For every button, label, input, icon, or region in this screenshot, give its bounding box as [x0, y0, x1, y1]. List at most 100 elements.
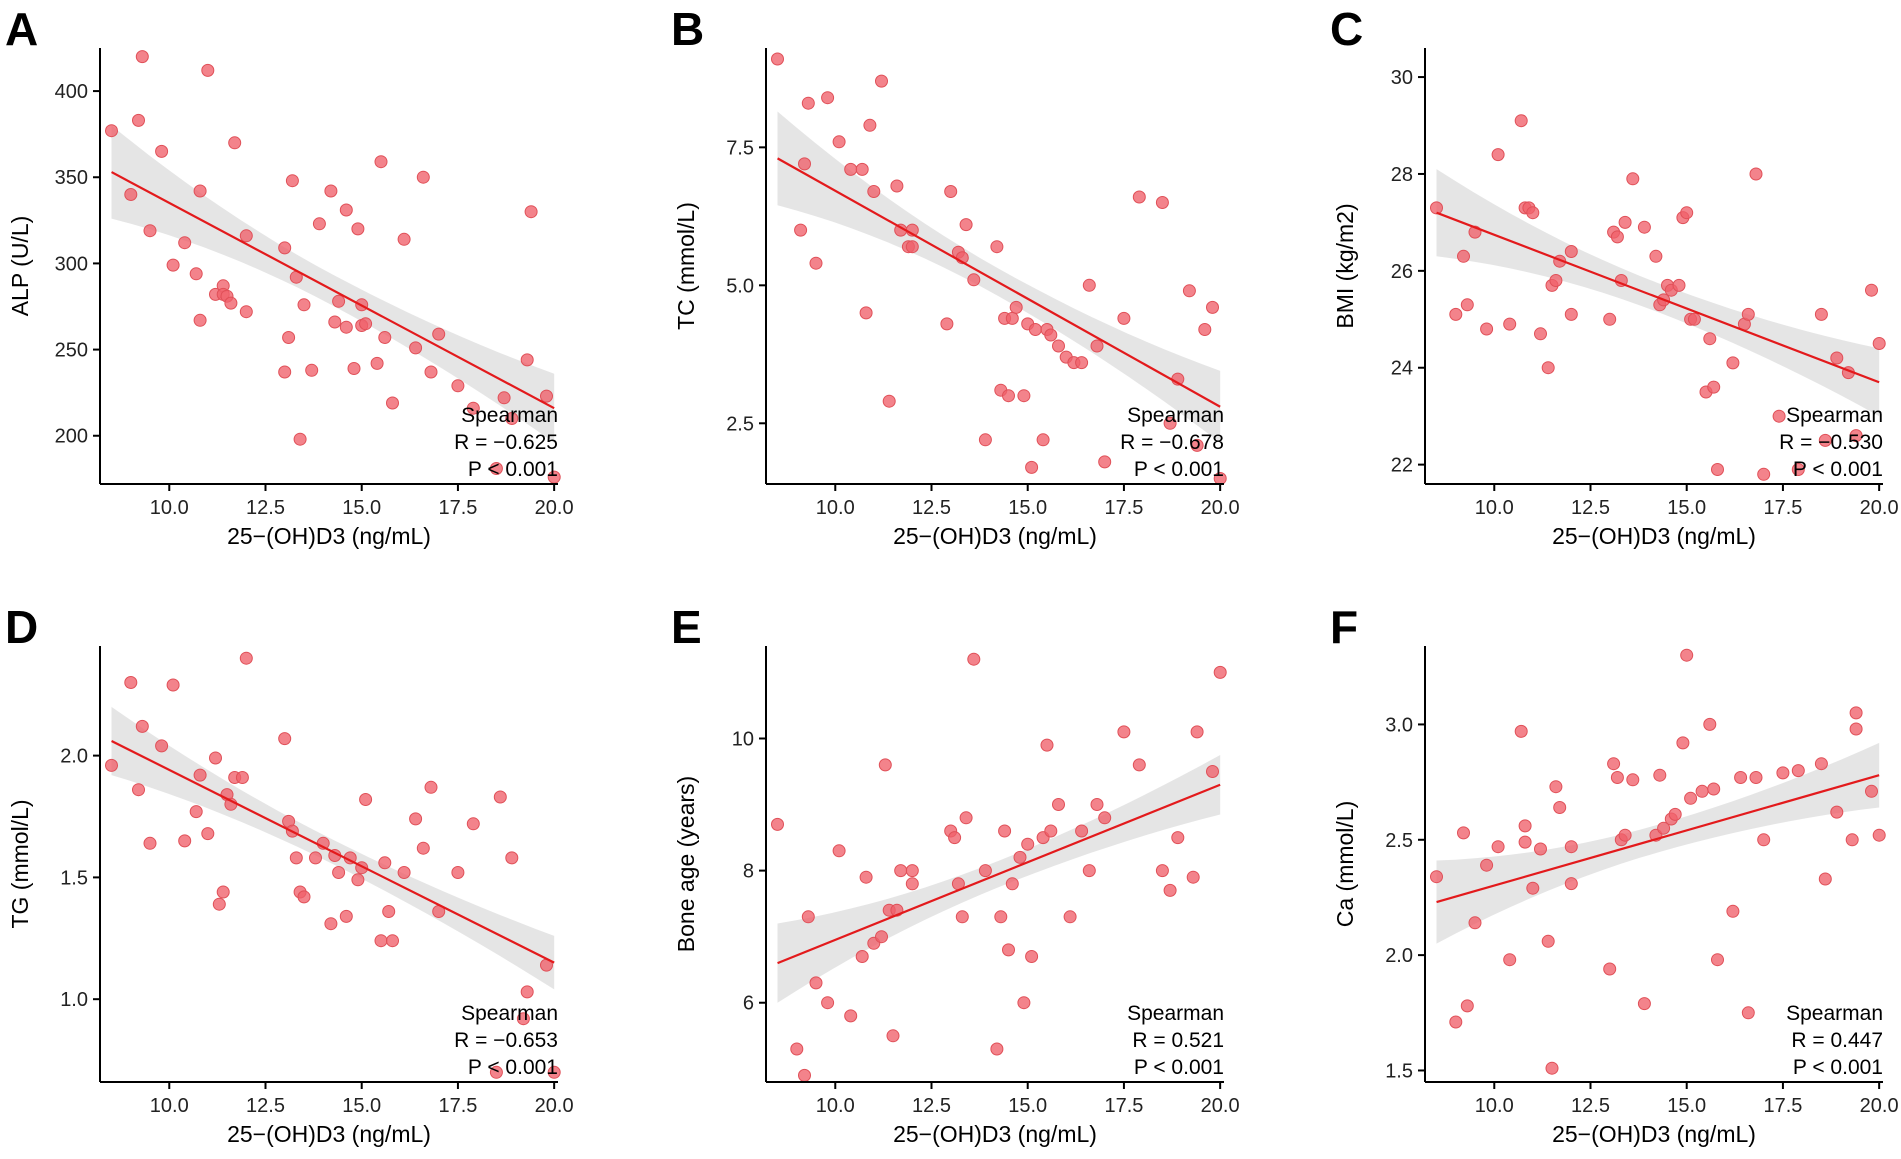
- y-tick-label: 1.5: [1385, 1060, 1413, 1082]
- y-tick-label: 26: [1391, 261, 1413, 283]
- stat-method-label: Spearman: [461, 404, 558, 427]
- x-tick-label: 10.0: [816, 497, 855, 519]
- data-point: [1680, 206, 1694, 220]
- data-point: [1480, 322, 1494, 336]
- data-point: [1491, 148, 1505, 162]
- x-tick-label: 15.0: [1667, 497, 1706, 519]
- data-point: [1198, 323, 1212, 336]
- data-point: [1649, 249, 1663, 263]
- x-tick-label: 12.5: [912, 497, 951, 519]
- data-point: [339, 203, 353, 217]
- data-point: [1155, 864, 1169, 878]
- data-point: [143, 224, 157, 238]
- data-point: [166, 258, 180, 272]
- data-point: [955, 910, 969, 924]
- data-point: [201, 63, 215, 77]
- data-point: [1849, 429, 1863, 443]
- data-point: [359, 317, 373, 331]
- data-point: [451, 379, 465, 393]
- data-point: [1726, 356, 1740, 370]
- data-point: [1132, 190, 1146, 204]
- data-point: [1457, 249, 1470, 263]
- x-tick-label: 15.0: [342, 497, 381, 519]
- data-point: [1757, 467, 1771, 481]
- data-point: [1082, 864, 1096, 878]
- x-tick-label: 10.0: [816, 1095, 855, 1117]
- data-point: [132, 783, 145, 797]
- x-axis-title: 25−(OH)D3 (ng/mL): [893, 1121, 1097, 1147]
- data-point: [801, 910, 815, 924]
- data-point: [940, 317, 954, 331]
- y-tick-label: 2.5: [1385, 830, 1413, 852]
- data-point: [1814, 307, 1828, 321]
- data-point: [875, 74, 888, 88]
- data-point: [1830, 351, 1844, 365]
- data-point: [374, 155, 388, 169]
- data-point: [905, 864, 919, 878]
- data-point: [1017, 389, 1031, 403]
- data-point: [505, 851, 519, 865]
- data-point: [859, 870, 873, 884]
- data-point: [135, 50, 149, 64]
- data-point: [324, 184, 338, 198]
- data-point: [1626, 773, 1640, 787]
- data-point: [1607, 757, 1621, 771]
- y-tick-label: 1.5: [60, 867, 88, 889]
- data-point: [998, 824, 1012, 838]
- data-point: [1741, 307, 1755, 321]
- data-point: [994, 910, 1008, 924]
- data-point: [844, 1009, 858, 1023]
- x-tick-label: 17.5: [1763, 1095, 1802, 1117]
- data-point: [409, 341, 423, 355]
- data-point: [524, 205, 538, 219]
- data-point: [1063, 910, 1077, 924]
- data-point: [216, 885, 230, 899]
- y-tick-label: 10: [732, 728, 754, 750]
- data-point: [370, 356, 384, 370]
- data-point: [1052, 798, 1065, 811]
- data-point: [1541, 934, 1555, 948]
- data-point: [1618, 215, 1632, 229]
- y-tick-label: 8: [743, 861, 754, 883]
- data-point: [1711, 953, 1724, 967]
- data-point: [466, 817, 480, 831]
- data-point: [1865, 283, 1878, 297]
- data-point: [1514, 724, 1528, 738]
- data-point: [378, 331, 392, 344]
- data-point: [1791, 463, 1805, 476]
- data-point: [1468, 916, 1482, 930]
- data-point: [178, 236, 192, 250]
- data-point: [1553, 801, 1567, 814]
- data-point: [1013, 850, 1027, 864]
- data-point: [1814, 757, 1828, 771]
- data-point: [1653, 768, 1667, 782]
- stat-r-label: R = −0.530: [1779, 431, 1883, 454]
- data-point: [397, 232, 411, 246]
- stat-method-label: Spearman: [461, 1002, 558, 1025]
- data-point: [189, 805, 203, 819]
- confidence-band: [111, 125, 555, 443]
- data-point: [489, 462, 503, 475]
- y-tick-label: 6: [743, 993, 754, 1015]
- data-point: [1503, 317, 1517, 331]
- data-point: [1190, 438, 1204, 452]
- y-tick-label: 250: [55, 340, 88, 362]
- data-point: [1626, 172, 1640, 186]
- data-point: [821, 996, 835, 1010]
- stat-method-label: Spearman: [1786, 404, 1883, 427]
- x-tick-label: 10.0: [1475, 497, 1514, 519]
- data-point: [135, 719, 149, 733]
- data-point: [1549, 780, 1563, 794]
- data-point: [801, 96, 815, 110]
- data-point: [1132, 758, 1146, 772]
- data-point: [239, 651, 253, 665]
- data-point: [1849, 722, 1863, 736]
- data-point: [1491, 840, 1505, 854]
- data-point: [1872, 337, 1886, 350]
- data-point: [105, 124, 118, 138]
- data-point: [890, 179, 904, 193]
- x-axis-title: 25−(OH)D3 (ng/mL): [893, 523, 1097, 549]
- data-point: [397, 866, 411, 879]
- data-point: [289, 851, 303, 865]
- data-point: [347, 362, 361, 375]
